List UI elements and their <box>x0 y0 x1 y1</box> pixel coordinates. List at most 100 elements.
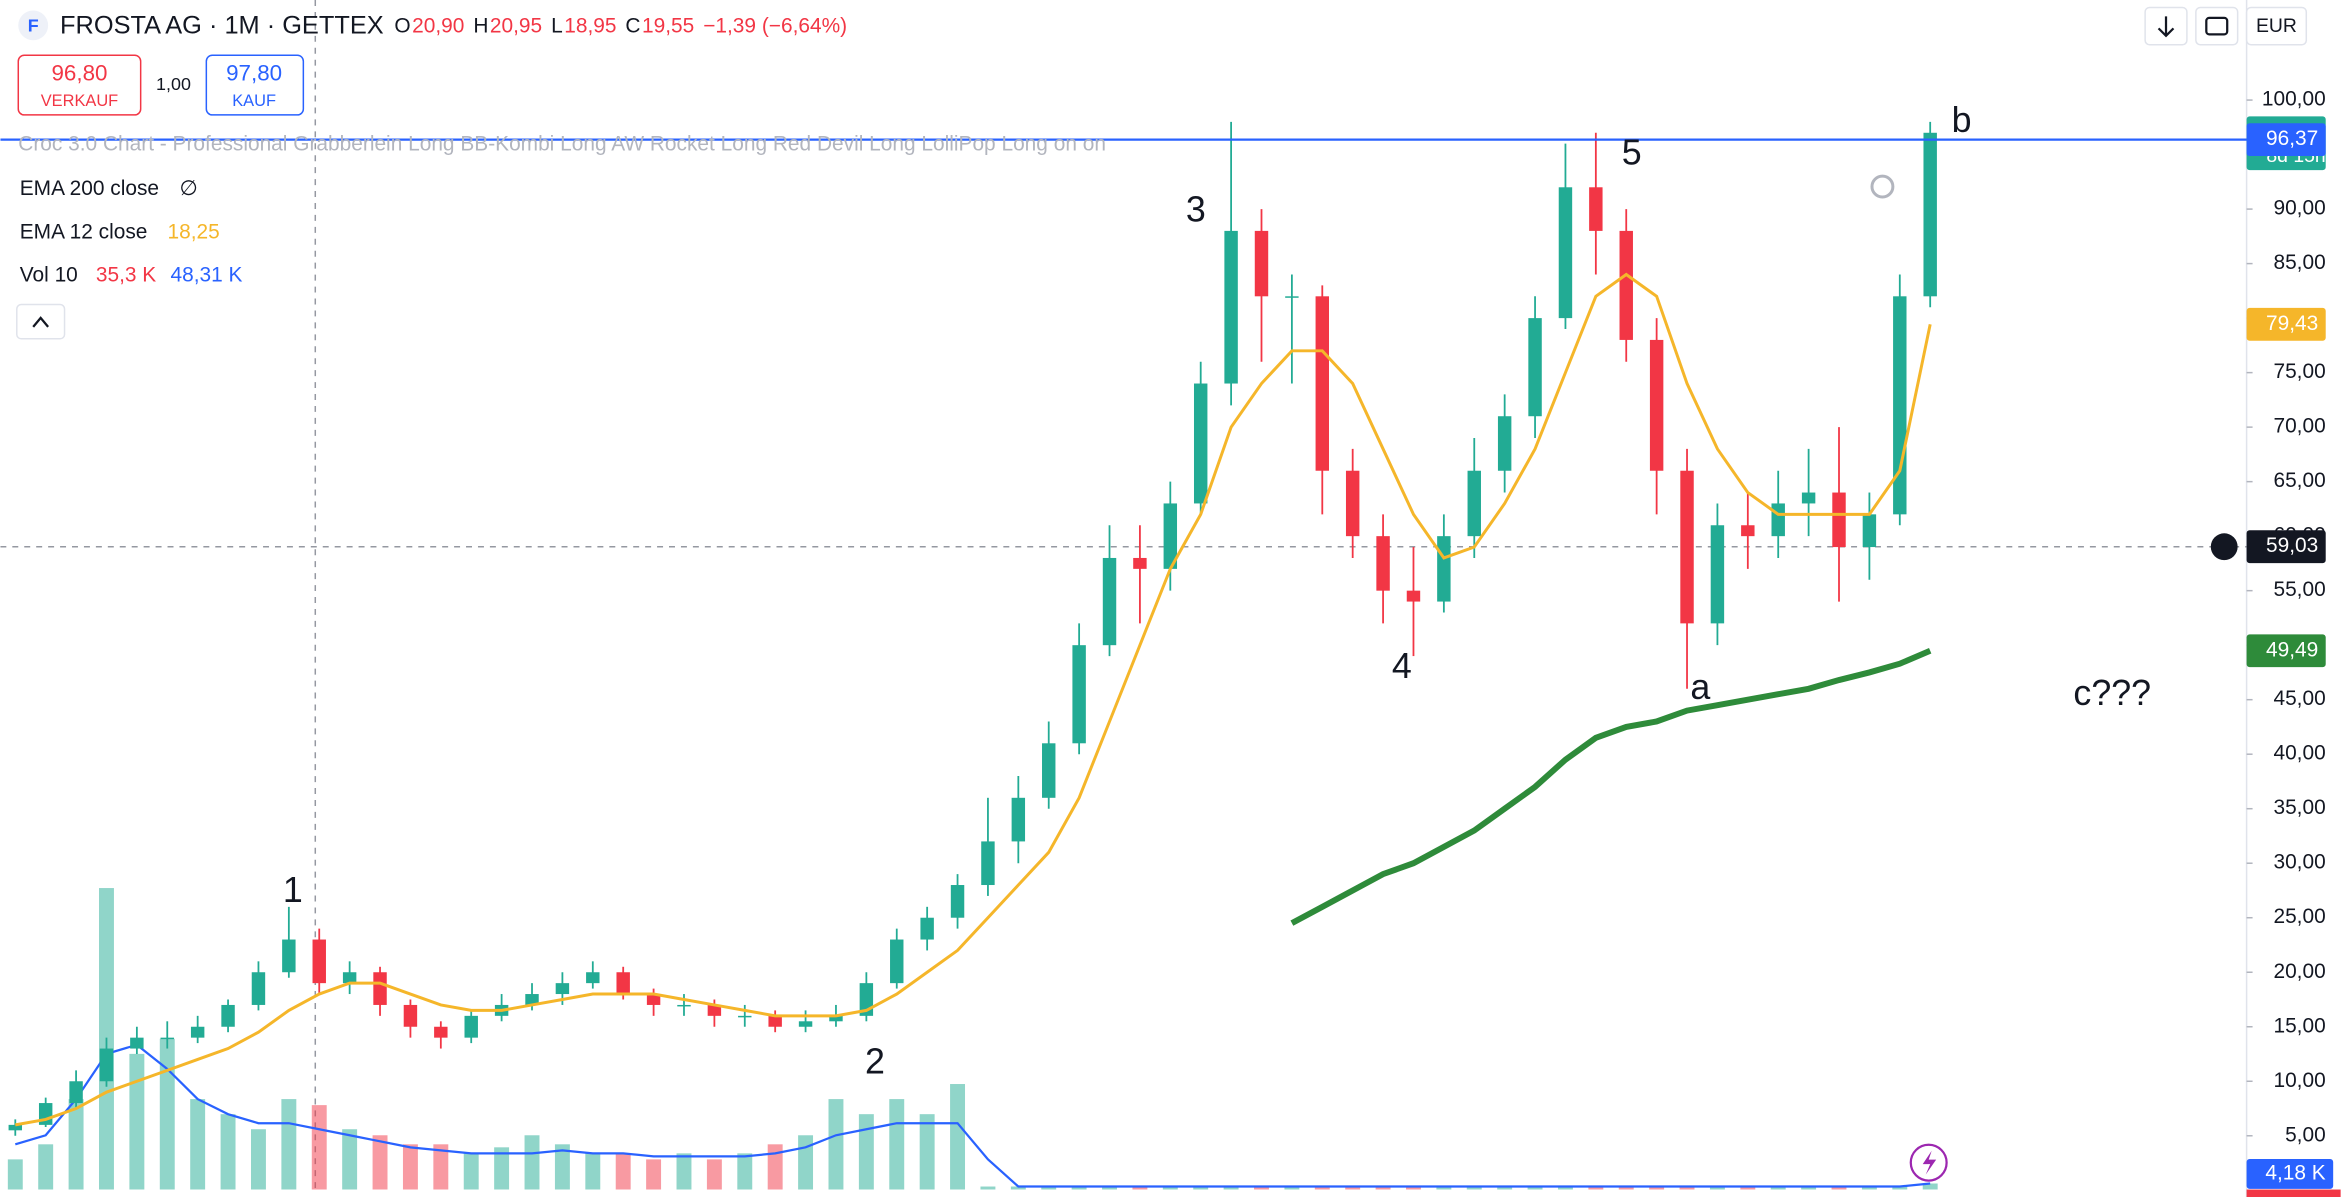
price-badge <box>2246 123 2326 157</box>
candle-body <box>981 841 995 886</box>
volume-bar <box>1284 1186 1300 1190</box>
volume-bar <box>129 1053 145 1190</box>
sell-price: 96,80 <box>51 61 107 86</box>
volume-badge-label: 4,18 K <box>2265 1161 2325 1184</box>
candle-body <box>1193 383 1208 504</box>
candle-body <box>1315 296 1330 471</box>
candle-body <box>1862 514 1877 548</box>
candle-body <box>312 939 326 984</box>
wave-label: 4 <box>1392 646 1412 686</box>
currency-button[interactable] <box>2245 6 2308 46</box>
volume-bar <box>1345 1186 1361 1190</box>
bottom-bar <box>2246 1189 2341 1197</box>
volume-bar <box>1831 1186 1847 1190</box>
fullscreen-button[interactable] <box>2195 6 2239 46</box>
candle-body <box>1102 557 1117 646</box>
sell-label: VERKAUF <box>41 92 119 110</box>
currency: EUR <box>2256 15 2297 37</box>
volume-bar <box>554 1144 570 1190</box>
volume-bar <box>1497 1186 1513 1190</box>
candle-body <box>221 1004 235 1027</box>
volume-bar <box>1162 1186 1178 1190</box>
candle-body <box>1072 645 1086 744</box>
candle-body <box>69 1081 83 1104</box>
volume-bar <box>919 1114 935 1190</box>
volume-bar <box>1588 1186 1604 1190</box>
candle-body <box>130 1037 144 1049</box>
y-tick-label: 70,00 <box>2273 415 2325 438</box>
y-tick-label: 90,00 <box>2273 197 2325 220</box>
candle-body <box>525 994 539 1005</box>
volume-bar <box>494 1147 510 1190</box>
ohlc-key: O <box>394 14 410 37</box>
candle-body <box>190 1026 205 1038</box>
candle-body <box>1497 416 1512 471</box>
candle-body <box>8 1124 23 1131</box>
wave-label: 3 <box>1186 189 1206 229</box>
candle-body <box>555 983 570 995</box>
volume-bar <box>1436 1186 1452 1190</box>
volume-badge <box>2246 1159 2334 1189</box>
volume-bar <box>342 1129 358 1190</box>
candle-body <box>768 1015 782 1027</box>
candle-body <box>160 1037 174 1040</box>
y-tick-label: 5,00 <box>2285 1123 2326 1146</box>
collapse-icon <box>32 316 49 328</box>
candle-body <box>1741 525 1755 537</box>
sell-button[interactable] <box>17 54 142 116</box>
candle-body <box>251 972 266 1005</box>
volume-bar <box>1527 1186 1543 1190</box>
volume-bar <box>402 1144 418 1190</box>
wave-label: 1 <box>283 870 303 910</box>
candle-body <box>829 1015 843 1022</box>
candle-body <box>1528 318 1542 417</box>
vol-value: 35,3 K <box>96 264 156 287</box>
volume-bar <box>1375 1186 1391 1190</box>
wave-label: b <box>1952 100 1972 140</box>
volume-bar <box>433 1144 449 1190</box>
price-badge <box>2246 530 2326 564</box>
volume-bar <box>1102 1186 1117 1190</box>
y-tick-label: 40,00 <box>2273 742 2325 765</box>
candle-body <box>403 1004 418 1027</box>
volume-ma-line <box>14 1043 1931 1188</box>
ohlc: O 20,90 H 20,95 L 18,95 C 19,55 −1,39 (−6,64%) <box>394 14 847 37</box>
vol-legend: Vol 10 <box>20 264 78 287</box>
y-tick-label: 35,00 <box>2273 796 2325 819</box>
logo <box>18 10 49 41</box>
candle-body <box>1133 557 1147 569</box>
candle-body <box>1893 296 1907 515</box>
volume-bar <box>1314 1186 1330 1190</box>
volume-bar <box>767 1144 783 1190</box>
download-icon <box>2157 16 2175 38</box>
symbol: FROSTA AG · 1M · GETTEX <box>60 12 384 40</box>
volume-bar <box>1193 1186 1209 1190</box>
ohlc-value: 20,90 <box>412 14 464 37</box>
candle-body <box>1042 743 1056 798</box>
y-tick-label: 15,00 <box>2273 1014 2325 1037</box>
price-badge-label: 96,37 <box>2266 127 2318 150</box>
ohlc-value: 19,55 <box>642 14 694 37</box>
collapse-button[interactable] <box>16 303 66 340</box>
volume-bar <box>980 1186 996 1190</box>
ohlc-key: C <box>625 14 640 37</box>
crosshair-plus <box>2210 533 2238 561</box>
volume-bar <box>798 1135 814 1190</box>
wave-label: 5 <box>1622 133 1642 173</box>
buy-button[interactable] <box>205 54 305 116</box>
volume-bar <box>311 1105 327 1190</box>
candle-body <box>1011 797 1026 842</box>
price-axis: 100,0095,0090,0085,0080,0075,0070,0065,0… <box>2210 88 2334 1189</box>
price-badge-label: 79,43 <box>2266 312 2318 335</box>
buy-label: KAUF <box>232 92 276 110</box>
volume-bar <box>585 1153 601 1190</box>
volume-bar <box>1071 1186 1087 1190</box>
y-tick-label: 55,00 <box>2273 578 2325 601</box>
candle-body <box>464 1015 478 1038</box>
candle-body <box>677 1004 691 1007</box>
volume-bar <box>250 1129 266 1190</box>
price-badge-label: 59,03 <box>2266 534 2318 557</box>
volume-bar <box>190 1099 206 1190</box>
candle-body <box>1467 470 1481 537</box>
